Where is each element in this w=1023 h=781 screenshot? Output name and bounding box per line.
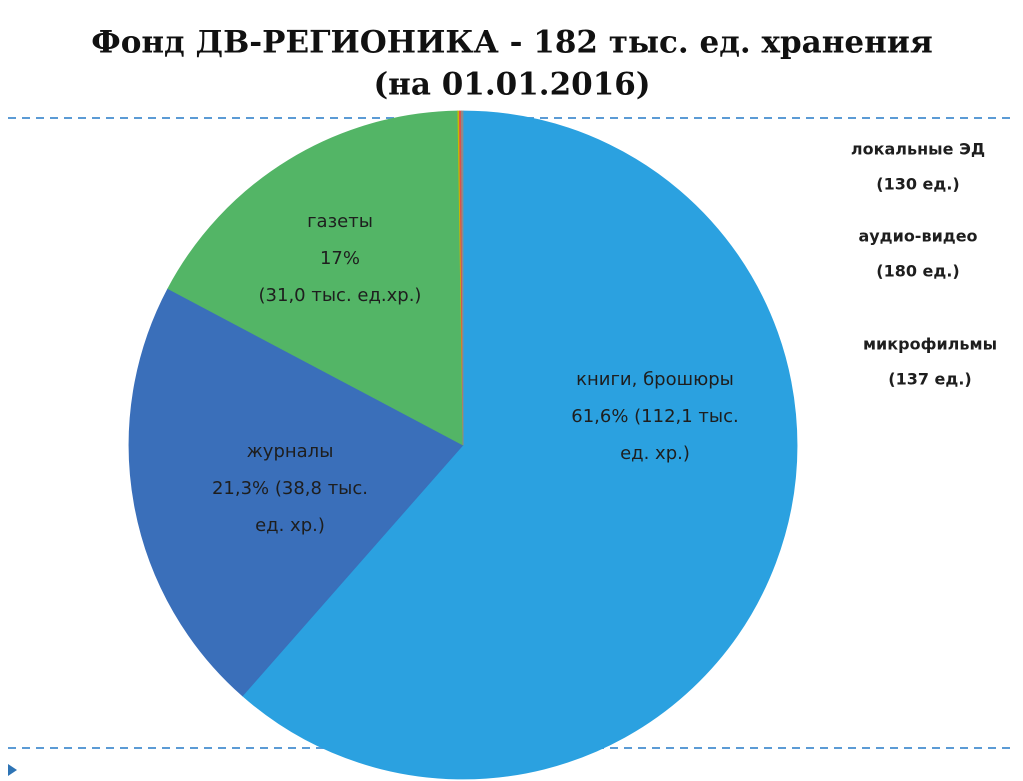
slice-label: журналы <box>247 441 334 462</box>
chart-title: Фонд ДВ-РЕГИОНИКА - 182 тыс. ед. хранени… <box>91 25 932 61</box>
slice-value-label: (180 ед.) <box>876 262 959 281</box>
pie-slice <box>128 288 464 697</box>
slice-label: локальные ЭД <box>851 140 985 159</box>
slice-label: книги, брошюры <box>576 369 734 390</box>
pie-slice <box>461 110 464 446</box>
slice-label: газеты <box>307 211 373 232</box>
chart-title: (на 01.01.2016) <box>373 67 650 103</box>
slice-value-label: 21,3% (38,8 тыс. <box>212 478 368 499</box>
slice-value-label: (137 ед.) <box>888 370 971 389</box>
labels: книги, брошюры 61,6% (112,1 тыс. ед. хр.) ж… <box>212 140 997 537</box>
slice-value-label: ед. хр.) <box>255 515 325 536</box>
slice-value-label: ед. хр.) <box>620 443 690 464</box>
slice-value-label: (31,0 тыс. ед.хр.) <box>259 285 422 306</box>
pie <box>128 110 798 780</box>
bullet-arrow <box>8 764 17 776</box>
slice-value-label: 61,6% (112,1 тыс. <box>571 406 739 427</box>
pie-slice <box>167 110 464 446</box>
slice-value-label: 17% <box>320 248 360 269</box>
slice-label: микрофильмы <box>863 335 997 354</box>
slice-label: аудио-видео <box>858 227 977 246</box>
slice-value-label: (130 ед.) <box>876 175 959 194</box>
pie-slice <box>241 110 798 780</box>
